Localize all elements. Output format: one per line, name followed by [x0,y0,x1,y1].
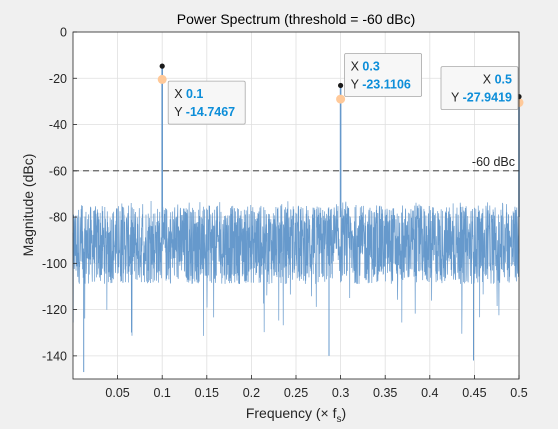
noise-trace [72,200,520,336]
y-axis-title: Magnitude (dBc) [20,154,36,257]
x-tick-label: 0.15 [195,386,219,400]
y-tick-label: -140 [42,349,67,363]
datatip-x-row: X 0.3 [351,59,380,73]
x-tick-label: 0.2 [243,386,260,400]
datatip-y-name: Y [174,105,186,119]
x-axis-title-main: Frequency (× f [246,405,337,421]
threshold-label: -60 dBc [472,155,515,169]
datatip-x-row: X 0.5 [483,73,512,87]
datatip-x-value: 0.1 [186,87,203,101]
datatip-y-value: -23.1106 [362,77,411,91]
x-axis: 0.05 0.1 0.15 0.2 0.25 0.3 0.35 0.4 0.45 0.5 [105,375,528,400]
x-tick-label: 0.45 [462,386,486,400]
datatip-x-name: X [483,73,495,87]
x-tick-label: 0.4 [421,386,438,400]
datatip-y-value: -27.9419 [463,91,512,105]
datatip: X 0.5 Y -27.9419 [440,66,519,111]
datatip-x-value: 0.5 [495,73,512,87]
datatip-x-value: 0.3 [362,59,379,73]
datatip-y-value: -14.7467 [186,105,235,119]
marker-point [336,94,346,104]
datatip-y-row: Y -27.9419 [451,91,512,105]
y-tick-label: -20 [49,72,67,86]
x-tick-label: 0.1 [154,386,171,400]
datatip: X 0.1Y -14.7467 [167,80,246,125]
y-tick-label: -60 [49,164,67,178]
y-tick-label: -40 [49,118,67,132]
datatip-y-row: Y -14.7467 [174,105,235,119]
datatip: X 0.3 Y -23.1106 [344,53,423,97]
x-tick-label: 0.05 [105,386,129,400]
x-tick-label: 0.5 [510,386,527,400]
marker-point [157,74,167,84]
datatip-box [167,80,246,125]
chart-title: Power Spectrum (threshold = -60 dBc) [177,11,416,27]
peak-point [338,82,344,89]
threshold-line-group: -60 dBc [73,155,519,172]
y-axis: 0 -20 -40 -60 -80 -100 -120 -140 [42,26,77,363]
datatip-y-row: Y -23.1106 [351,77,411,91]
noise-floor-series [72,200,520,373]
x-axis-title-close: ) [341,405,346,421]
y-tick-label: -80 [49,211,67,225]
datatip-y-name: Y [451,91,463,105]
x-tick-label: 0.25 [284,386,308,400]
x-axis-title-subscript: s [336,414,341,425]
y-tick-label: -100 [42,257,67,271]
datatip-box [344,53,423,97]
x-tick-label: 0.3 [332,386,349,400]
y-tick-label: -120 [42,303,67,317]
x-tick-label: 0.35 [373,386,397,400]
datatip-box [440,66,519,111]
y-tick-label: 0 [60,26,67,40]
peak-point [159,63,165,69]
datatip-y-name: Y [351,77,363,91]
datatip-x-name: X [174,87,186,101]
x-axis-title: Frequency (× fs) [246,405,346,425]
datatip-x-row: X 0.1 [174,87,203,101]
datatip-x-name: X [351,59,363,73]
